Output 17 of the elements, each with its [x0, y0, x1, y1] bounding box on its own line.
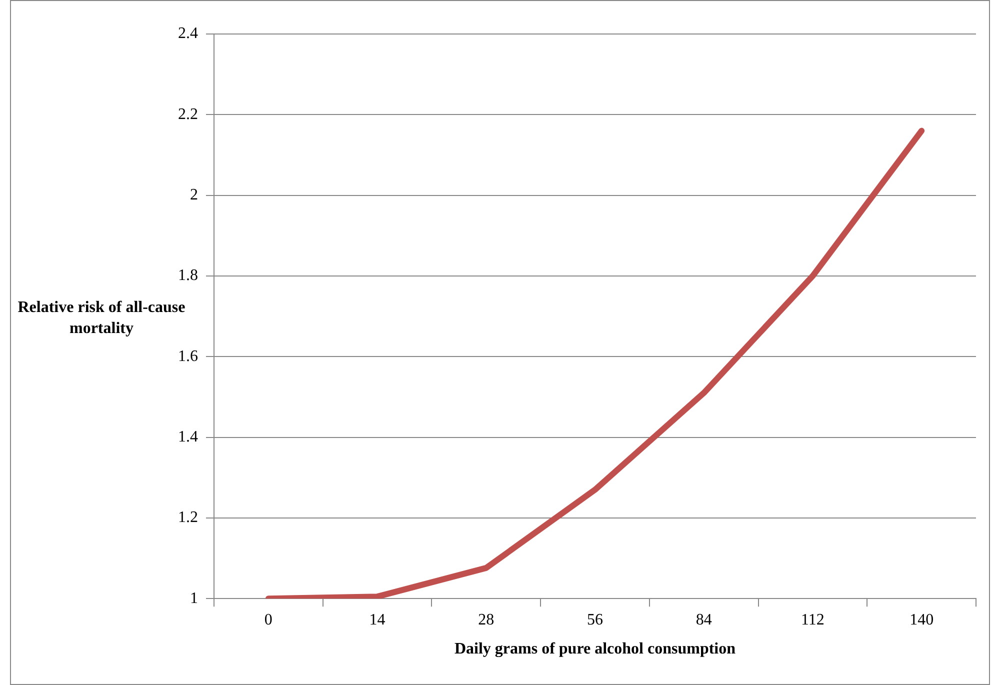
y-tick-label: 1.2	[178, 509, 198, 526]
x-tick-label: 112	[801, 611, 824, 628]
y-tick-label: 2	[190, 186, 198, 204]
y-tick-label: 1.6	[178, 348, 198, 365]
x-axis-title: Daily grams of pure alcohol consumption	[454, 640, 736, 658]
x-tick-label: 84	[696, 611, 712, 628]
y-tick-label: 2.4	[178, 25, 198, 42]
y-tick-label: 1	[190, 590, 198, 607]
x-tick-label: 28	[478, 611, 494, 628]
y-axis-title: Relative risk of all-cause mortality	[16, 298, 186, 339]
x-tick-label: 140	[910, 611, 934, 628]
y-tick-label: 2.2	[178, 106, 198, 123]
x-tick-label: 56	[587, 611, 603, 628]
x-tick-label: 0	[264, 611, 272, 628]
y-tick-label: 1.8	[178, 267, 198, 284]
x-tick-label: 14	[369, 611, 386, 628]
y-tick-label: 1.4	[178, 428, 198, 446]
